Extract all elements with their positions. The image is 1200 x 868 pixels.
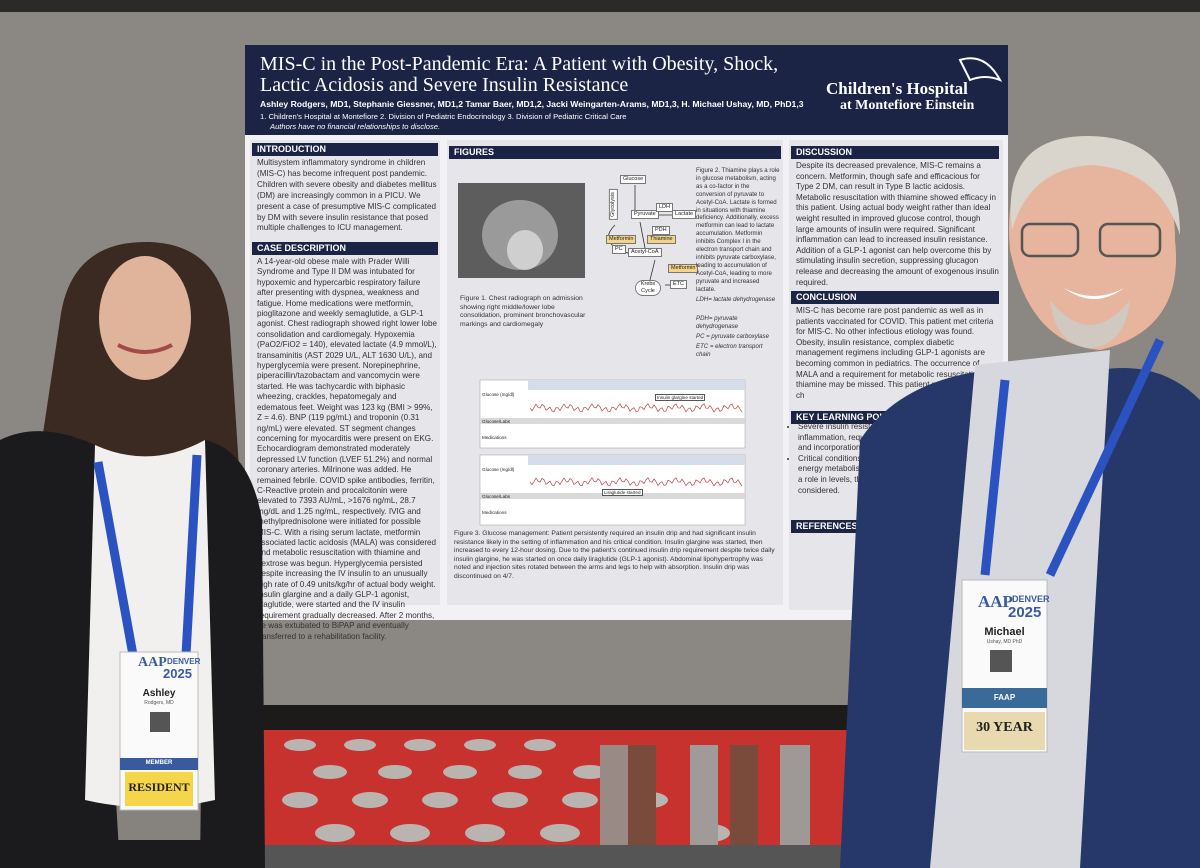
logo-icon	[958, 57, 1003, 82]
diagram-label: PDH	[652, 226, 670, 235]
diagram-label: Thiamine	[647, 235, 676, 244]
chart-label: Glucose (mg/dl)	[482, 392, 515, 397]
logo-line: at Montefiore Einstein	[840, 98, 975, 113]
badge-logo: AAP	[138, 655, 167, 670]
diagram-label: Acetyl-CoA	[628, 248, 662, 257]
badge-name: Michael	[984, 626, 1025, 638]
chart-label: Medications	[482, 435, 507, 440]
badge-city: DENVER	[167, 657, 201, 666]
abbreviation: PC = pyruvate carboxylase	[696, 333, 769, 340]
poster-header	[245, 45, 1008, 135]
figure-caption: Figure 2. Thiamine plays a role in gluco…	[696, 167, 780, 293]
column	[250, 140, 440, 605]
chart-label: Medications	[482, 510, 507, 515]
poster-authors: Ashley Rodgers, MD1, Stephanie Giessner,…	[260, 99, 804, 109]
woman	[0, 241, 265, 868]
section-body: A 14-year-old obese male with Prader Wil…	[257, 257, 437, 641]
section-heading: DISCUSSION	[791, 146, 999, 159]
man	[840, 135, 1200, 868]
chart-label: Glucose/Labs	[482, 419, 511, 424]
figure-caption: Figure 3. Glucose management: Patient pe…	[454, 530, 775, 580]
diagram-label: Metformin	[668, 264, 699, 273]
diagram-label: PC	[612, 245, 626, 254]
section-heading: CONCLUSION	[791, 291, 999, 304]
badge-logo: AAP	[978, 592, 1013, 611]
abbreviation: LDH= lactate dehydrogenase	[696, 296, 776, 303]
badge-ribbon: MEMBER	[145, 760, 173, 766]
diagram-label: Pyruvate	[631, 210, 659, 219]
diagram-label: Lactate	[672, 210, 697, 219]
poster-affiliations: 1. Children's Hospital at Montefiore 2. …	[260, 112, 627, 121]
badge-name: Ashley	[142, 688, 176, 699]
diagram-label: Glucose	[620, 175, 647, 184]
diagram-label: LDH	[656, 203, 674, 212]
badge-detail: Rodgers, MD	[144, 700, 174, 706]
badge-tag: 30 YEAR	[976, 720, 1033, 735]
section-heading: FIGURES	[449, 146, 781, 159]
section-body: Multisystem inflammatory syndrome in chi…	[257, 158, 437, 233]
logo-line: Children's Hospital	[826, 79, 968, 98]
badge-tag: RESIDENT	[128, 780, 190, 794]
carpet-border	[240, 845, 880, 868]
section-body: MIS-C has become rare post pandemic as w…	[796, 306, 999, 400]
chart-label: Liraglutide started	[602, 489, 643, 496]
chart-label: Glucose (mg/dl)	[482, 467, 515, 472]
ceiling-strip	[0, 0, 1200, 12]
diagram-label: Metformin	[606, 235, 637, 244]
poster-title: MIS-C in the Post-Pandemic Era: A Patien…	[260, 53, 779, 96]
section-body: Despite its decreased prevalence, MIS-C …	[796, 161, 999, 287]
chart-label: Glucose/Labs	[482, 494, 511, 499]
abbreviation: PDH= pyruvate dehydrogenase	[696, 315, 739, 330]
section-heading: INTRODUCTION	[252, 143, 438, 156]
section-heading: CASE DESCRIPTION	[252, 242, 438, 255]
xray-heart	[507, 230, 543, 270]
badge-year: 2025	[163, 666, 192, 681]
chart-label: Insulin glargine started	[655, 394, 706, 401]
diagram-label: Krebs Cycle	[635, 280, 661, 296]
badge-year: 2025	[1008, 604, 1042, 621]
poster-disclosure: Authors have no financial relationships …	[270, 122, 441, 131]
figure-caption: Figure 1. Chest radiograph on admission …	[460, 295, 586, 328]
diagram-label: ETC	[670, 280, 687, 289]
badge-detail: Ushay, MD PhD	[986, 639, 1023, 645]
badge-city: DENVER	[1012, 594, 1050, 604]
badge-ribbon: FAAP	[993, 693, 1016, 702]
abbreviation: ETC = electron transport chain	[696, 343, 763, 358]
